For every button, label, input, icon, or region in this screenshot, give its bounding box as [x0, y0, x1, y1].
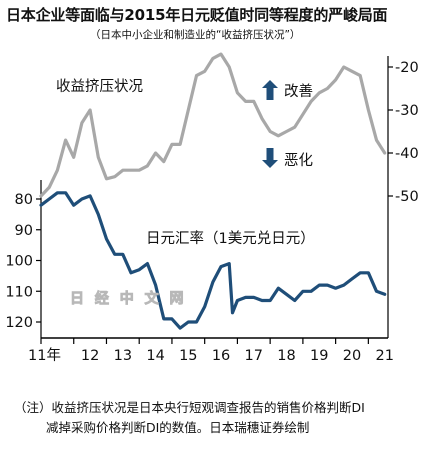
- worsen-label: 恶化: [284, 152, 313, 169]
- right-tick-label: -20: [395, 60, 419, 76]
- footnote: （注）收益挤压状况是日本央行短观调查报告的销售价格判断DI 减掉采购价格判断DI…: [14, 398, 424, 438]
- chart-title: 日本企业等面临与2015年日元贬值时同等程度的严峻局面: [6, 6, 388, 24]
- x-tick-label: 16: [212, 348, 230, 364]
- chart-subtitle: （日本中小企业和制造业的“收益挤压状况”）: [90, 29, 301, 41]
- yen-series-line: [39, 191, 387, 330]
- x-tick-label: 11年: [28, 347, 61, 364]
- worsen-annotation: 恶化: [262, 148, 313, 169]
- squeeze-series-label: 收益挤压状况: [56, 78, 143, 95]
- x-tick-label: 20: [343, 348, 361, 364]
- x-tick-label: 18: [277, 348, 295, 364]
- right-tick-label: -50: [395, 189, 419, 205]
- left-tick-label: 90: [15, 223, 33, 239]
- squeeze-series-line: [39, 52, 387, 198]
- yen-series-label: 日元汇率（1美元兑日元）: [146, 230, 315, 247]
- x-tick-label: 15: [179, 348, 197, 364]
- footnote-line-1: （注）收益挤压状况是日本央行短观调查报告的销售价格判断DI: [14, 400, 365, 415]
- x-tick-label: 12: [81, 348, 99, 364]
- right-tick-label: -30: [395, 103, 419, 119]
- x-tick-label: 21: [375, 348, 393, 364]
- left-tick-label: 80: [15, 192, 33, 208]
- improve-label: 改善: [284, 83, 313, 100]
- x-tick-label: 19: [310, 348, 328, 364]
- left-tick-label: 120: [5, 315, 33, 331]
- left-tick-label: 100: [5, 254, 33, 270]
- right-tick-label: -40: [395, 146, 419, 162]
- arrow-up-icon: [262, 80, 278, 100]
- arrow-down-icon: [262, 148, 278, 168]
- improve-annotation: 改善: [262, 80, 313, 100]
- footnote-line-2: 减掉采购价格判断DI的数值。日本瑞穗证券绘制: [46, 420, 310, 435]
- left-tick-label: 110: [5, 284, 33, 300]
- x-tick-label: 14: [146, 348, 164, 364]
- line-chart: 11年 12 13 14 15 16 17 18 19 20 21 -20 -30 -40 -50 80 90 1…: [5, 52, 419, 364]
- watermark: 日 经 中 文 网: [70, 290, 187, 307]
- x-tick-label: 17: [245, 348, 263, 364]
- x-tick-label: 13: [114, 348, 132, 364]
